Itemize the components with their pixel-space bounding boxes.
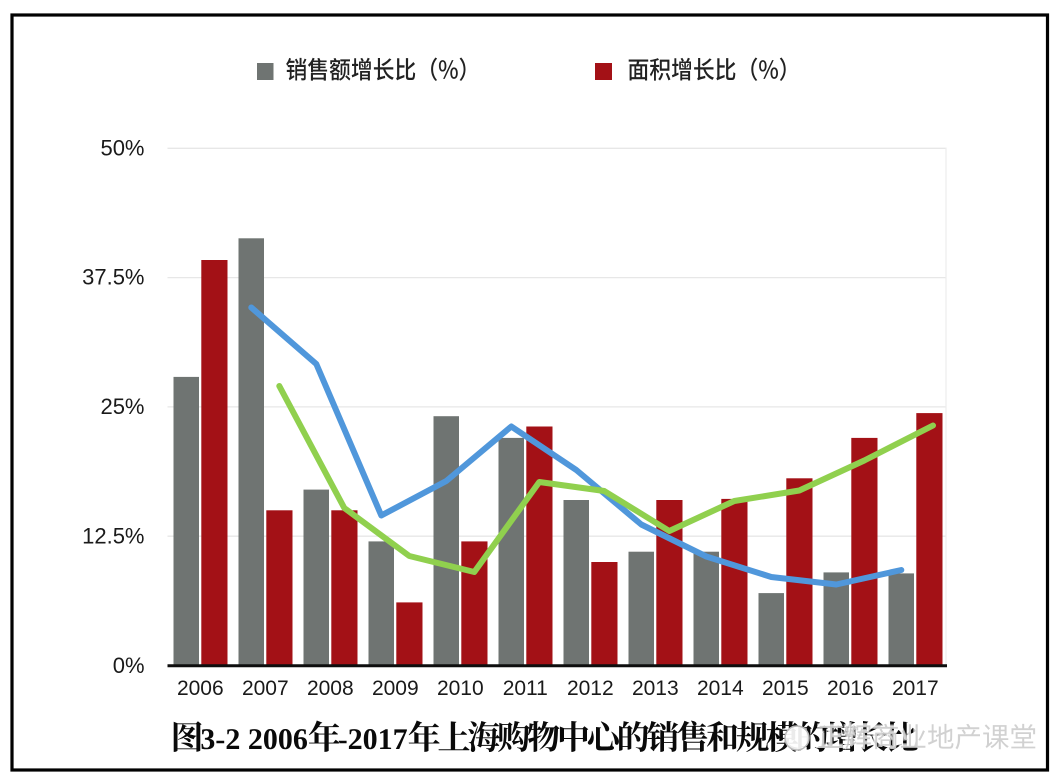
svg-text:2015: 2015 bbox=[762, 677, 809, 700]
svg-text:2012: 2012 bbox=[567, 677, 614, 700]
svg-text:2008: 2008 bbox=[307, 677, 354, 700]
svg-text:2014: 2014 bbox=[697, 677, 744, 700]
svg-text:2016: 2016 bbox=[827, 677, 874, 700]
svg-text:2010: 2010 bbox=[437, 677, 484, 700]
svg-text:25%: 25% bbox=[100, 394, 144, 419]
svg-text:2011: 2011 bbox=[503, 677, 548, 700]
svg-text:2006: 2006 bbox=[177, 677, 224, 700]
svg-text:0%: 0% bbox=[113, 653, 145, 678]
svg-text:37.5%: 37.5% bbox=[82, 265, 144, 290]
svg-text:2017: 2017 bbox=[892, 677, 939, 700]
svg-text:12.5%: 12.5% bbox=[82, 523, 144, 548]
svg-text:50%: 50% bbox=[100, 136, 144, 161]
svg-text:2009: 2009 bbox=[372, 677, 419, 700]
svg-text:2007: 2007 bbox=[242, 677, 289, 700]
svg-text:2013: 2013 bbox=[632, 677, 679, 700]
